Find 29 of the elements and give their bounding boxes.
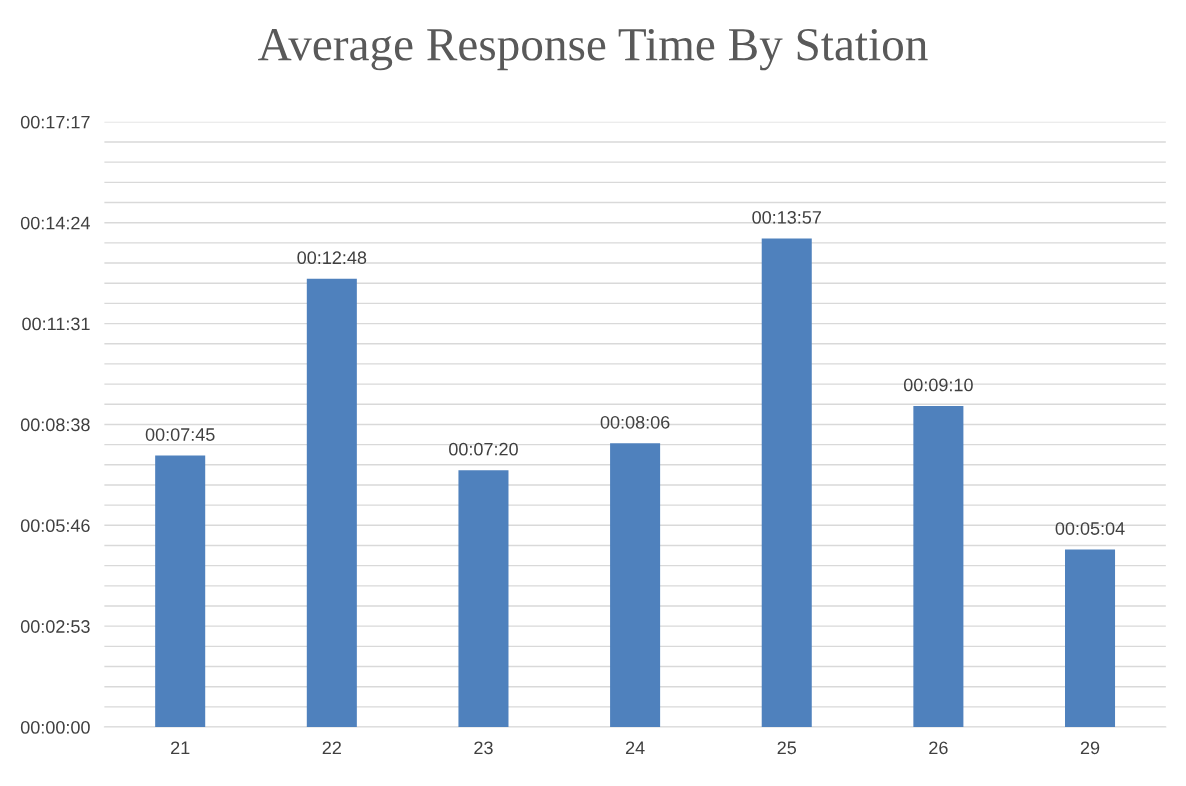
y-tick-label: 00:05:46 — [20, 519, 90, 533]
data-label: 00:12:48 — [297, 251, 367, 265]
x-tick-label: 25 — [777, 741, 797, 755]
y-tick-label: 00:02:53 — [20, 620, 90, 633]
bar — [1065, 549, 1116, 728]
x-tick-label: 26 — [929, 741, 948, 755]
y-tick-label: 00:00:00 — [20, 720, 90, 734]
y-tick-label: 00:17:17 — [20, 115, 90, 129]
data-label: 00:07:20 — [449, 442, 518, 456]
bar — [155, 455, 206, 728]
y-tick-label: 00:14:24 — [20, 216, 90, 230]
chart-title: Average Response Time By Station — [258, 28, 928, 71]
x-tick-label: 29 — [1080, 741, 1100, 755]
y-tick-label: 00:11:31 — [22, 317, 90, 331]
data-label: 00:13:57 — [752, 211, 821, 224]
data-label: 00:08:06 — [600, 415, 670, 429]
bar — [610, 443, 661, 728]
y-tick-label: 00:08:38 — [20, 418, 90, 432]
bar — [761, 238, 812, 728]
bar — [306, 278, 357, 728]
x-tick-label: 23 — [474, 741, 493, 755]
x-tick-label: 24 — [625, 741, 645, 755]
x-tick-label: 21 — [171, 741, 190, 755]
x-tick-label: 22 — [322, 741, 341, 755]
data-label: 00:07:45 — [145, 428, 215, 441]
data-label: 00:05:04 — [1055, 522, 1125, 535]
data-label: 00:09:10 — [903, 378, 973, 392]
bar — [458, 470, 509, 728]
bar — [913, 405, 964, 728]
